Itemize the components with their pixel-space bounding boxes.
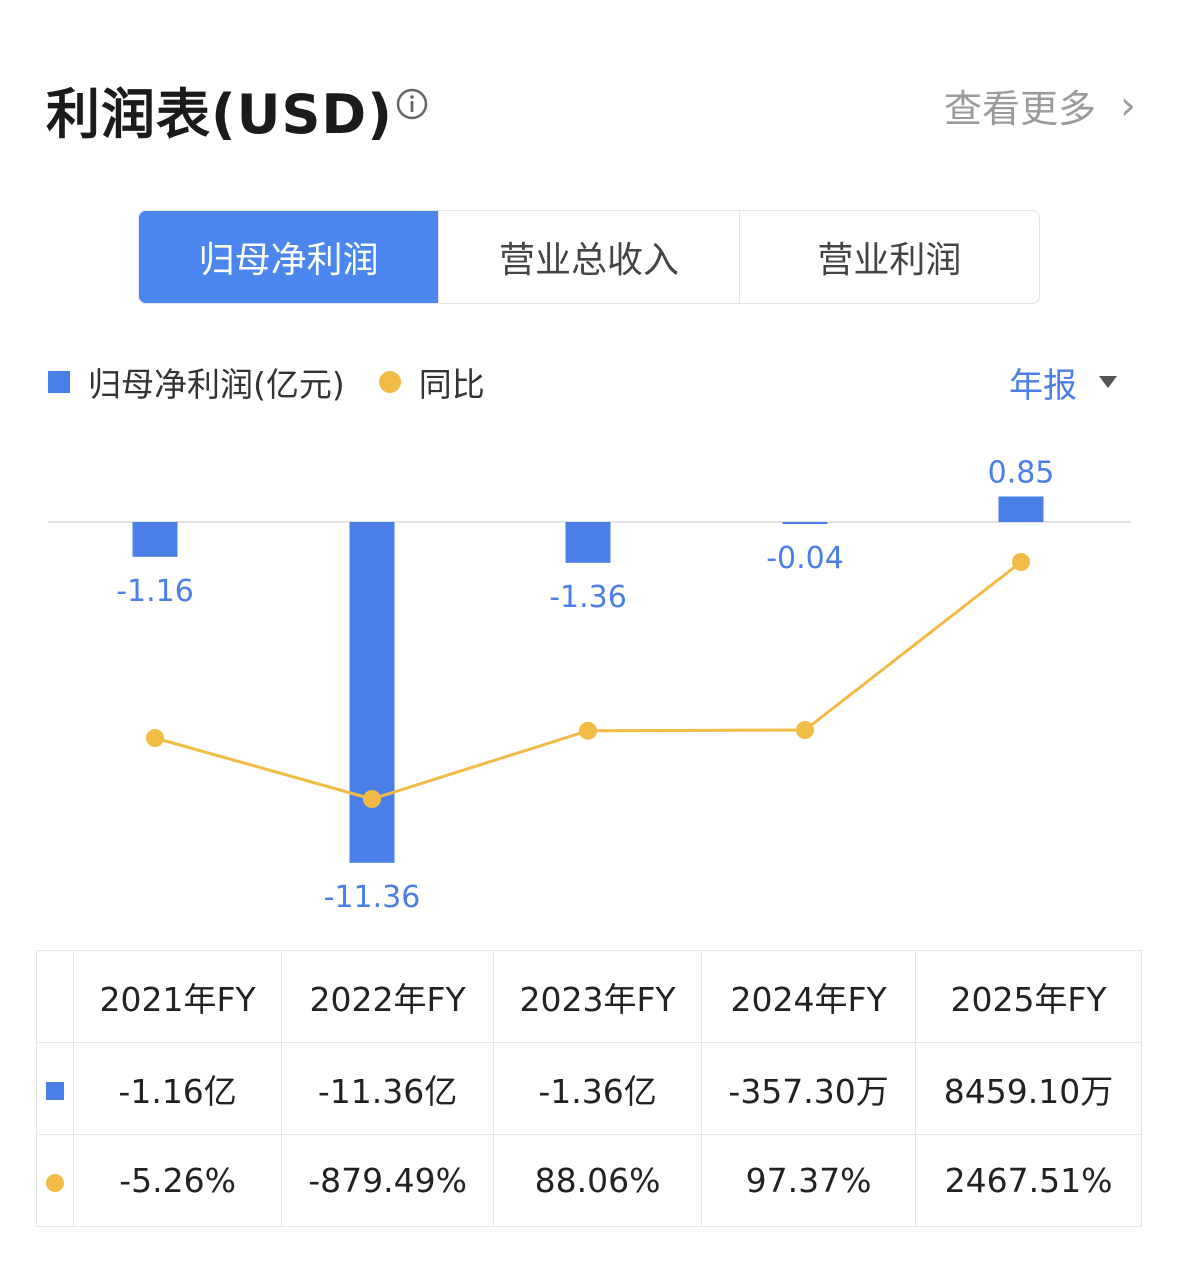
period-label: 年报 — [1009, 365, 1077, 406]
line-legend-swatch — [378, 371, 401, 393]
bar-2021年FY — [132, 522, 178, 557]
header-cell: 2023年FY — [492, 950, 703, 1043]
line-legend-label: 同比 — [418, 365, 485, 404]
section-header: 利润表(USD) 查看更多 › — [46, 70, 1146, 150]
bar-2025年FY — [998, 496, 1044, 522]
table-row-profit: -1.16亿 -11.36亿 -1.36亿 -357.30万 8459.10万 — [36, 1042, 1142, 1135]
bar-value-label: -0.04 — [766, 541, 844, 576]
yoy-point-2025年FY — [1012, 553, 1030, 571]
chart-legend: 归母净利润(亿元) 同比 — [48, 356, 485, 408]
tab-revenue[interactable]: 营业总收入 — [438, 211, 738, 303]
bar-value-label: -1.36 — [549, 580, 627, 615]
bar-legend-swatch — [48, 371, 70, 393]
line-row-icon — [36, 1134, 74, 1227]
tab-operating-profit[interactable]: 营业利润 — [738, 211, 1039, 303]
bar-2022年FY — [349, 522, 395, 863]
bar-legend-label: 归母净利润(亿元) — [88, 365, 345, 404]
period-selector[interactable]: 年报 — [1009, 356, 1117, 408]
header-cell: 2021年FY — [72, 950, 283, 1043]
info-icon[interactable] — [396, 88, 428, 120]
profit-cell: -11.36亿 — [281, 1042, 494, 1135]
yoy-cell: 88.06% — [492, 1134, 703, 1227]
yoy-point-2024年FY — [796, 721, 814, 739]
table-corner — [36, 950, 74, 1043]
yoy-cell: 2467.51% — [915, 1134, 1142, 1227]
header-cell: 2022年FY — [281, 950, 494, 1043]
metric-tabs: 归母净利润 营业总收入 营业利润 — [138, 210, 1040, 304]
bar-value-label: 0.85 — [988, 456, 1055, 491]
bar-2024年FY — [782, 522, 828, 524]
bar-row-icon — [36, 1042, 74, 1135]
profit-cell: -1.36亿 — [492, 1042, 703, 1135]
section-title: 利润表(USD) — [46, 83, 393, 146]
table-header-row: 2021年FY 2022年FY 2023年FY 2024年FY 2025年FY — [36, 950, 1142, 1043]
bar-2023年FY — [565, 522, 611, 563]
bar-value-label: -11.36 — [324, 880, 421, 910]
table-row-yoy: -5.26% -879.49% 88.06% 97.37% 2467.51% — [36, 1134, 1142, 1227]
profit-cell: 8459.10万 — [915, 1042, 1142, 1135]
yoy-point-2021年FY — [146, 729, 164, 747]
profit-cell: -357.30万 — [701, 1042, 917, 1135]
profit-chart: -1.16 -11.36 -1.36 -0.04 0.85 — [48, 456, 1131, 910]
data-table: 2021年FY 2022年FY 2023年FY 2024年FY 2025年FY … — [36, 950, 1142, 1227]
yoy-point-2023年FY — [579, 721, 597, 740]
dropdown-arrow-icon — [1099, 376, 1117, 388]
view-more-link[interactable]: 查看更多 › — [944, 78, 1136, 133]
chevron-right-icon: › — [1120, 82, 1136, 129]
yoy-cell: -5.26% — [72, 1134, 283, 1227]
header-cell: 2025年FY — [915, 950, 1142, 1043]
yoy-point-2022年FY — [363, 790, 381, 808]
tab-net-profit[interactable]: 归母净利润 — [139, 211, 439, 303]
profit-cell: -1.16亿 — [72, 1042, 283, 1135]
yoy-cell: 97.37% — [701, 1134, 917, 1227]
view-more-label: 查看更多 — [943, 87, 1096, 131]
header-cell: 2024年FY — [701, 950, 917, 1043]
bar-value-label: -1.16 — [116, 574, 194, 609]
yoy-cell: -879.49% — [281, 1134, 494, 1227]
